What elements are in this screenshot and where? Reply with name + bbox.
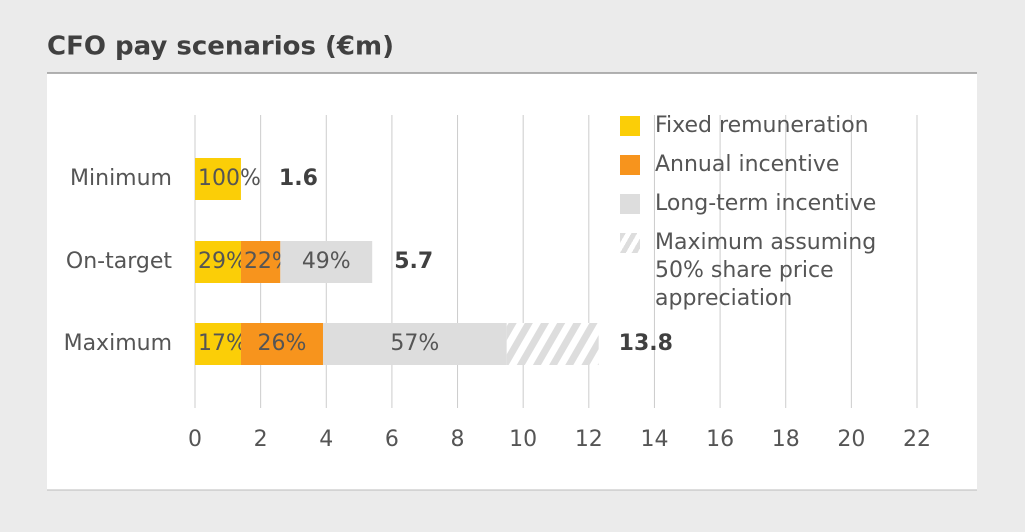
x-tick-label: 8 xyxy=(451,427,465,452)
share-label: 49% xyxy=(302,249,351,274)
total-label: 1.6 xyxy=(279,166,318,191)
bar-segment xyxy=(240,323,323,365)
x-tick-label: 6 xyxy=(385,427,399,452)
x-tick-label: 12 xyxy=(575,427,603,452)
legend-label: Long-term incentive xyxy=(655,191,877,216)
legend-label: Fixed remuneration xyxy=(655,113,869,138)
x-tick-label: 20 xyxy=(837,427,865,452)
bar-segment xyxy=(506,323,599,365)
x-tick-label: 10 xyxy=(509,427,537,452)
legend-label: Annual incentive xyxy=(655,152,840,177)
legend: Fixed remuneration Annual incentive Long-t… xyxy=(620,112,920,324)
y-tick-label: Maximum xyxy=(64,331,172,356)
legend-item: Long-term incentive xyxy=(620,190,920,218)
chart-title: CFO pay scenarios (€m) xyxy=(47,32,394,62)
share-label: 29% xyxy=(198,249,247,274)
total-label: 5.7 xyxy=(394,249,433,274)
share-label: 26% xyxy=(258,331,307,356)
x-tick-label: 4 xyxy=(319,427,333,452)
x-tick-label: 16 xyxy=(706,427,734,452)
share-label: 17% xyxy=(198,331,247,356)
x-tick-label: 2 xyxy=(254,427,268,452)
y-tick-label: Minimum xyxy=(70,166,172,191)
max-total-label: 13.8 xyxy=(619,331,673,356)
legend-item: Annual incentive xyxy=(620,151,920,179)
legend-swatch xyxy=(620,155,640,175)
x-tick-label: 0 xyxy=(188,427,202,452)
y-tick-label: On-target xyxy=(66,249,172,274)
bar-segment xyxy=(240,241,281,283)
legend-swatch xyxy=(620,116,640,136)
legend-item: Maximum assuming 50% share price appreci… xyxy=(620,229,920,313)
legend-label: Maximum assuming 50% share price appreci… xyxy=(655,230,877,311)
x-tick-label: 18 xyxy=(772,427,800,452)
bar-segment xyxy=(280,241,373,283)
x-tick-label: 14 xyxy=(640,427,668,452)
legend-swatch xyxy=(620,194,640,214)
share-label: 100% xyxy=(198,166,261,191)
x-tick-label: 22 xyxy=(903,427,931,452)
legend-swatch xyxy=(620,233,640,253)
bar-segment xyxy=(322,323,507,365)
bar-segment xyxy=(195,158,241,200)
legend-item: Fixed remuneration xyxy=(620,112,920,140)
bar-segment xyxy=(195,323,241,365)
bar-segment xyxy=(195,241,241,283)
share-label: 57% xyxy=(390,331,439,356)
